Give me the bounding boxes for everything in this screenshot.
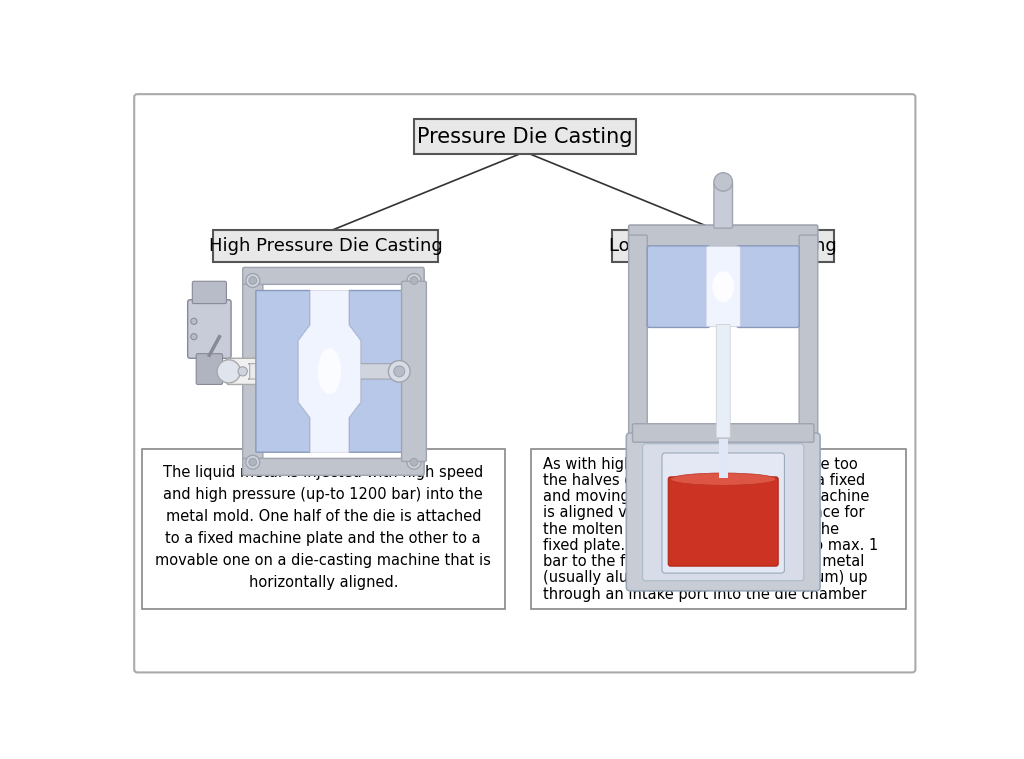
FancyBboxPatch shape xyxy=(719,439,728,477)
Ellipse shape xyxy=(317,348,341,395)
FancyBboxPatch shape xyxy=(799,235,818,442)
FancyBboxPatch shape xyxy=(248,364,263,379)
Circle shape xyxy=(394,366,404,376)
FancyBboxPatch shape xyxy=(243,269,263,473)
FancyBboxPatch shape xyxy=(531,449,906,609)
FancyBboxPatch shape xyxy=(633,424,814,442)
Ellipse shape xyxy=(671,473,776,485)
Circle shape xyxy=(388,361,410,382)
Text: (usually aluminum, but also magnesium) up: (usually aluminum, but also magnesium) u… xyxy=(544,570,868,585)
FancyBboxPatch shape xyxy=(243,267,424,285)
Text: As with high-pressure die casting, here too: As with high-pressure die casting, here … xyxy=(544,457,858,472)
FancyBboxPatch shape xyxy=(707,247,740,326)
Circle shape xyxy=(407,273,421,288)
Circle shape xyxy=(249,458,257,466)
Text: horizontally aligned.: horizontally aligned. xyxy=(249,575,398,590)
Circle shape xyxy=(246,455,260,469)
Text: and moving machine plate, but the machine: and moving machine plate, but the machin… xyxy=(544,490,869,504)
FancyBboxPatch shape xyxy=(197,354,222,385)
FancyBboxPatch shape xyxy=(226,358,266,385)
FancyBboxPatch shape xyxy=(629,225,818,250)
FancyBboxPatch shape xyxy=(612,230,834,262)
Circle shape xyxy=(249,276,257,285)
FancyBboxPatch shape xyxy=(187,300,231,358)
Circle shape xyxy=(407,455,421,469)
FancyBboxPatch shape xyxy=(193,282,226,304)
Circle shape xyxy=(246,273,260,288)
FancyBboxPatch shape xyxy=(736,246,799,327)
FancyBboxPatch shape xyxy=(213,230,438,262)
FancyBboxPatch shape xyxy=(669,477,778,566)
FancyBboxPatch shape xyxy=(142,449,505,609)
Text: through an intake port into the die chamber: through an intake port into the die cham… xyxy=(544,587,867,602)
Circle shape xyxy=(410,276,418,285)
Circle shape xyxy=(190,318,197,324)
FancyBboxPatch shape xyxy=(403,269,424,473)
Text: metal mold. One half of the die is attached: metal mold. One half of the die is attac… xyxy=(166,509,481,524)
Polygon shape xyxy=(299,291,360,452)
Text: is aligned vertically. The holding furnace for: is aligned vertically. The holding furna… xyxy=(544,505,865,521)
Circle shape xyxy=(714,173,732,191)
FancyBboxPatch shape xyxy=(714,183,732,228)
Text: the halves of the die are attached to a fixed: the halves of the die are attached to a … xyxy=(544,473,865,488)
Polygon shape xyxy=(256,291,310,452)
Circle shape xyxy=(238,367,248,376)
Text: High Pressure Die Casting: High Pressure Die Casting xyxy=(209,237,442,255)
Text: and high pressure (up-to 1200 bar) into the: and high pressure (up-to 1200 bar) into … xyxy=(164,487,483,502)
FancyBboxPatch shape xyxy=(662,453,784,573)
FancyBboxPatch shape xyxy=(627,433,820,591)
FancyBboxPatch shape xyxy=(629,235,647,442)
Text: Low Pressure Die Casting: Low Pressure Die Casting xyxy=(609,237,837,255)
Text: to a fixed machine plate and the other to a: to a fixed machine plate and the other t… xyxy=(166,531,481,546)
FancyBboxPatch shape xyxy=(643,444,804,581)
Circle shape xyxy=(410,458,418,466)
Text: Pressure Die Casting: Pressure Die Casting xyxy=(417,127,633,146)
Circle shape xyxy=(190,334,197,340)
FancyBboxPatch shape xyxy=(359,364,404,379)
FancyBboxPatch shape xyxy=(414,119,636,154)
FancyBboxPatch shape xyxy=(401,282,426,461)
Ellipse shape xyxy=(713,271,734,302)
Circle shape xyxy=(217,360,241,383)
FancyBboxPatch shape xyxy=(716,324,730,438)
FancyBboxPatch shape xyxy=(134,94,915,672)
FancyBboxPatch shape xyxy=(243,458,424,475)
Text: The liquid metal is injected with high speed: The liquid metal is injected with high s… xyxy=(163,465,483,480)
Text: the molten metal is located beneath the: the molten metal is located beneath the xyxy=(544,521,840,537)
Text: bar to the furnace pushes the molten metal: bar to the furnace pushes the molten met… xyxy=(544,554,865,569)
Text: fixed plate. Applying pressure of up to max. 1: fixed plate. Applying pressure of up to … xyxy=(544,538,879,553)
Text: movable one on a die-casting machine that is: movable one on a die-casting machine tha… xyxy=(156,553,492,568)
Polygon shape xyxy=(349,291,403,452)
FancyBboxPatch shape xyxy=(647,246,710,327)
